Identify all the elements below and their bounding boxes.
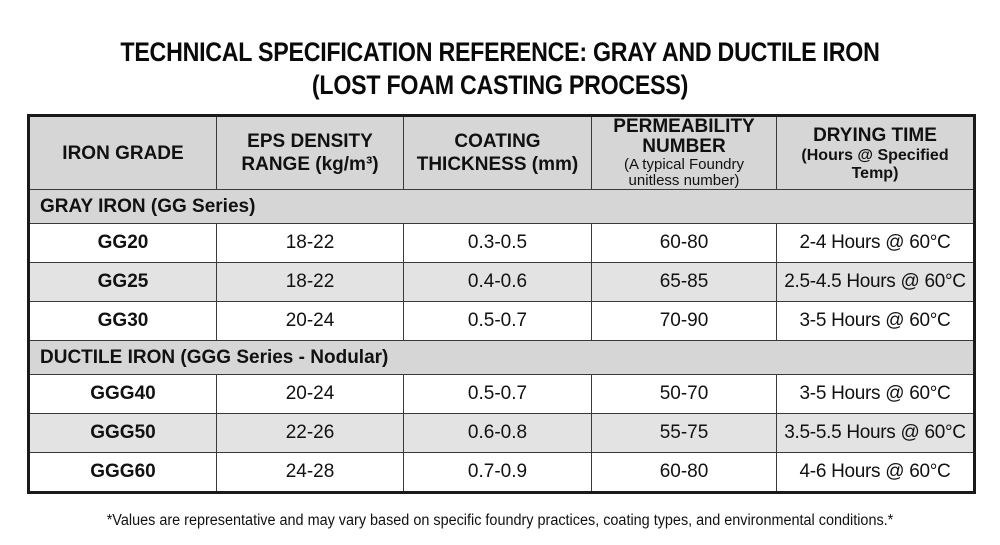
cell-drying: 3-5 Hours @ 60°C: [776, 374, 975, 414]
header-permeability: PERMEABILITY NUMBER (A typical Foundry u…: [591, 115, 777, 190]
cell-drying: 3.5-5.5 Hours @ 60°C: [776, 413, 975, 453]
header-coating-thickness: COATING THICKNESS (mm): [403, 115, 592, 190]
table-row: GGG60 24-28 0.7-0.9 60-80 4-6 Hours @ 60…: [28, 452, 975, 493]
section-label: DUCTILE IRON (GGG Series - Nodular): [28, 340, 975, 375]
cell-grade: GGG40: [28, 374, 217, 414]
cell-eps-density: 22-26: [216, 413, 404, 453]
section-row-ductile-iron: DUCTILE IRON (GGG Series - Nodular): [28, 340, 975, 375]
table-row: GGG50 22-26 0.6-0.8 55-75 3.5-5.5 Hours …: [28, 413, 975, 453]
section-label: GRAY IRON (GG Series): [28, 189, 975, 224]
cell-coating: 0.6-0.8: [403, 413, 592, 453]
cell-permeability: 55-75: [591, 413, 777, 453]
cell-drying: 3-5 Hours @ 60°C: [776, 301, 975, 341]
table-row: GG30 20-24 0.5-0.7 70-90 3-5 Hours @ 60°…: [28, 301, 975, 341]
title-line-2: (LOST FOAM CASTING PROCESS): [311, 70, 689, 100]
table-row: GG20 18-22 0.3-0.5 60-80 2-4 Hours @ 60°…: [28, 223, 975, 263]
cell-permeability: 60-80: [591, 223, 777, 263]
cell-eps-density: 20-24: [216, 301, 404, 341]
header-row: IRON GRADE EPS DENSITY RANGE (kg/m³) COA…: [28, 115, 975, 190]
cell-eps-density: 20-24: [216, 374, 404, 414]
cell-permeability: 65-85: [591, 262, 777, 302]
table-row: GG25 18-22 0.4-0.6 65-85 2.5-4.5 Hours @…: [28, 262, 975, 302]
cell-drying: 2-4 Hours @ 60°C: [776, 223, 975, 263]
cell-eps-density: 18-22: [216, 262, 404, 302]
title-line-1: TECHNICAL SPECIFICATION REFERENCE: GRAY …: [120, 37, 880, 67]
cell-eps-density: 18-22: [216, 223, 404, 263]
header-drying-time: DRYING TIME (Hours @ Specified Temp): [776, 115, 975, 190]
cell-permeability: 70-90: [591, 301, 777, 341]
spec-table: IRON GRADE EPS DENSITY RANGE (kg/m³) COA…: [27, 114, 976, 494]
cell-permeability: 50-70: [591, 374, 777, 414]
cell-grade: GG25: [28, 262, 217, 302]
cell-eps-density: 24-28: [216, 452, 404, 493]
cell-drying: 4-6 Hours @ 60°C: [776, 452, 975, 493]
header-eps-density: EPS DENSITY RANGE (kg/m³): [216, 115, 404, 190]
cell-grade: GGG60: [28, 452, 217, 493]
section-row-gray-iron: GRAY IRON (GG Series): [28, 189, 975, 224]
cell-grade: GG30: [28, 301, 217, 341]
cell-permeability: 60-80: [591, 452, 777, 493]
page-title: TECHNICAL SPECIFICATION REFERENCE: GRAY …: [70, 36, 930, 102]
header-iron-grade: IRON GRADE: [28, 115, 217, 190]
cell-coating: 0.5-0.7: [403, 374, 592, 414]
cell-coating: 0.3-0.5: [403, 223, 592, 263]
cell-grade: GG20: [28, 223, 217, 263]
cell-coating: 0.4-0.6: [403, 262, 592, 302]
header-permeability-note: (A typical Foundry unitless number): [623, 156, 745, 189]
cell-coating: 0.7-0.9: [403, 452, 592, 493]
header-drying-note: (Hours @ Specified Temp): [801, 146, 949, 182]
table-row: GGG40 20-24 0.5-0.7 50-70 3-5 Hours @ 60…: [28, 374, 975, 414]
footnote: *Values are representative and may vary …: [106, 512, 894, 529]
cell-drying: 2.5-4.5 Hours @ 60°C: [776, 262, 975, 302]
cell-grade: GGG50: [28, 413, 217, 453]
cell-coating: 0.5-0.7: [403, 301, 592, 341]
